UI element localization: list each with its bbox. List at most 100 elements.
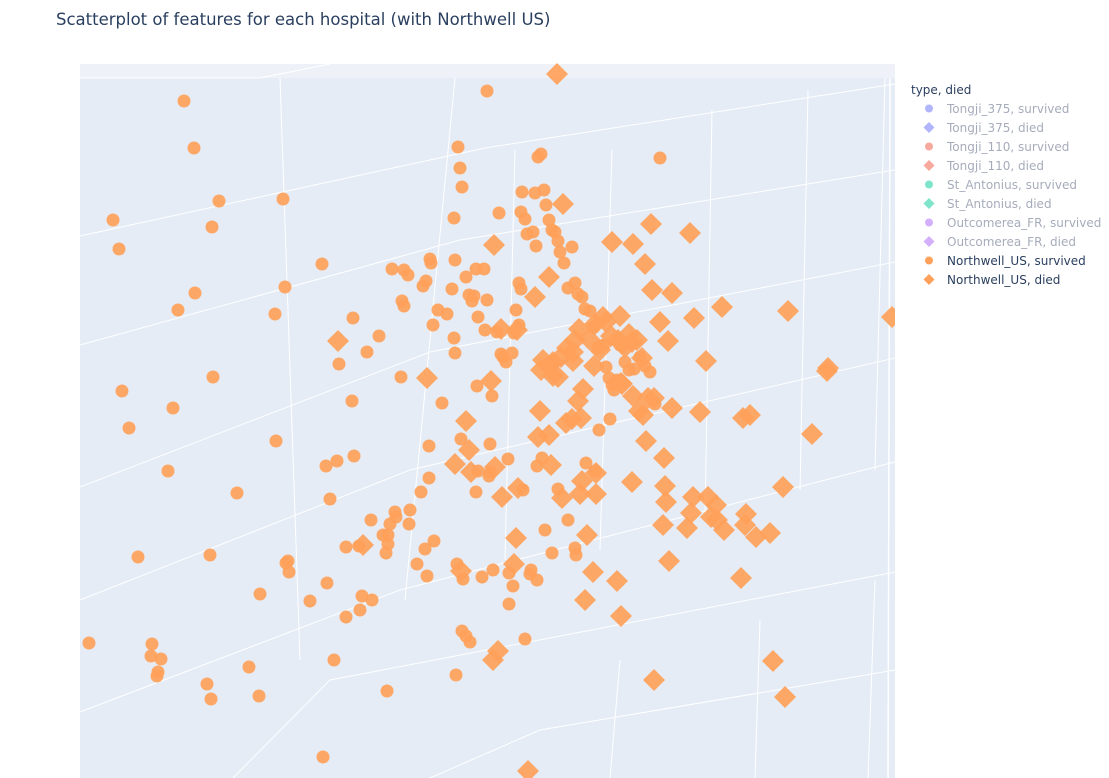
circle-marker: [380, 684, 394, 698]
circle-marker: [545, 546, 559, 560]
circle-marker: [463, 635, 477, 649]
circle-marker: [276, 192, 290, 206]
circle-marker: [345, 394, 359, 408]
circle-marker: [323, 492, 337, 506]
legend-item[interactable]: St_Antonius, survived: [911, 175, 1101, 194]
circle-marker: [106, 213, 120, 227]
circle-marker: [319, 459, 333, 473]
circle-marker: [346, 311, 360, 325]
diamond-marker: [679, 222, 701, 244]
circle-marker: [518, 632, 532, 646]
diamond-marker: [610, 605, 632, 627]
diamond-marker: [505, 527, 527, 549]
circle-marker: [200, 677, 214, 691]
scatter-3d-plot[interactable]: [0, 0, 895, 778]
legend-label: Tongji_110, died: [947, 158, 1045, 173]
legend-label: Outcomerea_FR, died: [947, 234, 1076, 249]
legend-item[interactable]: St_Antonius, died: [911, 194, 1101, 213]
legend-label: St_Antonius, survived: [947, 177, 1077, 192]
circle-marker: [401, 268, 415, 282]
legend-item[interactable]: Tongji_110, died: [911, 156, 1101, 175]
circle-marker: [339, 610, 353, 624]
legend-label: Tongji_375, died: [947, 120, 1045, 135]
diamond-marker: [490, 318, 512, 340]
legend-item[interactable]: Tongji_375, died: [911, 118, 1101, 137]
circle-marker: [512, 276, 526, 290]
circle-icon: [925, 142, 933, 151]
diamond-marker: [538, 424, 560, 446]
circle-marker: [205, 220, 219, 234]
circle-marker: [449, 668, 463, 682]
diamond-marker: [551, 487, 573, 509]
diamond-marker: [546, 63, 568, 85]
diamond-marker: [655, 491, 677, 513]
circle-marker: [253, 587, 267, 601]
diamond-marker: [444, 453, 466, 475]
circle-marker: [206, 370, 220, 384]
circle-marker: [480, 84, 494, 98]
legend-item[interactable]: Northwell_US, died: [911, 270, 1101, 289]
diamond-icon: [923, 198, 935, 209]
circle-marker: [453, 161, 467, 175]
circle-icon: [925, 256, 933, 265]
diamond-marker: [327, 330, 349, 352]
circle-marker: [268, 307, 282, 321]
legend-item[interactable]: Outcomerea_FR, survived: [911, 213, 1101, 232]
circle-marker: [643, 365, 657, 379]
circle-marker: [435, 396, 449, 410]
circle-marker: [177, 94, 191, 108]
diamond-marker: [572, 378, 594, 400]
legend-item[interactable]: Outcomerea_FR, died: [911, 232, 1101, 251]
diamond-marker: [759, 522, 781, 544]
circle-marker: [575, 290, 589, 304]
diamond-marker: [529, 400, 551, 422]
circle-marker: [203, 548, 217, 562]
diamond-marker: [576, 524, 598, 546]
diamond-marker: [540, 454, 562, 476]
diamond-marker: [661, 397, 683, 419]
circle-icon: [925, 104, 933, 113]
circle-marker: [440, 307, 454, 321]
diamond-marker: [689, 401, 711, 423]
legend-swatch: [923, 160, 935, 171]
legend-title: type, died: [911, 83, 972, 97]
circle-marker: [347, 449, 361, 463]
diamond-marker: [658, 550, 680, 572]
circle-marker: [475, 570, 489, 584]
circle-marker: [154, 652, 168, 666]
legend: type, died Tongji_375, survived Tongji_37…: [911, 81, 1101, 289]
circle-marker: [459, 270, 473, 284]
circle-marker: [470, 379, 484, 393]
legend-swatch: [925, 104, 933, 113]
legend-item[interactable]: Tongji_375, survived: [911, 99, 1101, 118]
circle-marker: [122, 421, 136, 435]
diamond-marker: [713, 519, 735, 541]
circle-marker: [397, 299, 411, 313]
circle-marker: [355, 589, 369, 603]
diamond-marker: [583, 355, 605, 377]
circle-marker: [315, 257, 329, 271]
legend-item[interactable]: Northwell_US, survived: [911, 251, 1101, 270]
circle-marker: [212, 194, 226, 208]
legend-label: Tongji_110, survived: [947, 139, 1070, 154]
diamond-marker: [739, 404, 761, 426]
circle-marker: [592, 423, 606, 437]
legend-item[interactable]: Tongji_110, survived: [911, 137, 1101, 156]
circle-marker: [278, 280, 292, 294]
circle-marker: [145, 637, 159, 651]
circle-marker: [339, 540, 353, 554]
diamond-marker: [657, 330, 679, 352]
circle-marker: [316, 750, 330, 764]
circle-marker: [365, 593, 379, 607]
circle-marker: [230, 486, 244, 500]
diamond-marker: [817, 357, 839, 379]
circle-marker: [419, 274, 433, 288]
circle-marker: [478, 323, 492, 337]
circle-marker: [505, 346, 519, 360]
circle-marker: [447, 211, 461, 225]
diamond-marker: [416, 367, 438, 389]
circle-marker: [526, 225, 540, 239]
diamond-marker: [637, 387, 659, 409]
diamond-marker: [574, 589, 596, 611]
diamond-marker: [460, 461, 482, 483]
